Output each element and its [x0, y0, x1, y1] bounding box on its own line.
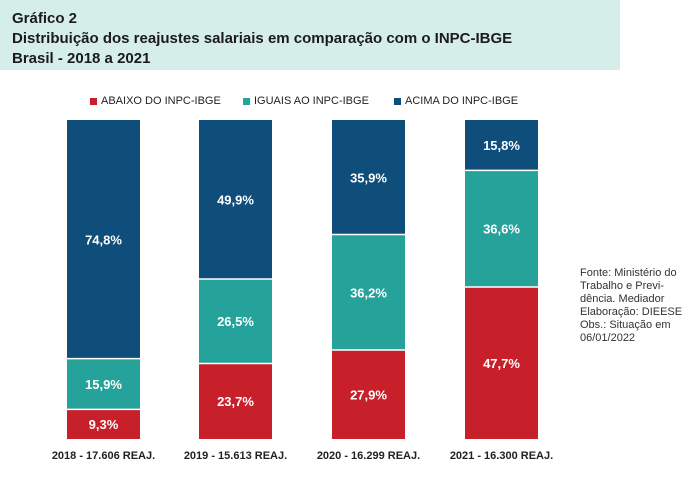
source-line: Fonte: Ministério do: [580, 267, 677, 279]
chart-number: Gráfico 2: [12, 10, 78, 27]
data-label-abaixo-3: 27,9%: [350, 387, 387, 402]
data-label-abaixo-1: 9,3%: [89, 417, 119, 432]
legend-label-iguais: IGUAIS AO INPC-IBGE: [254, 95, 369, 107]
bar-abaixo-4: [465, 286, 538, 439]
source-line: dência. Mediador: [580, 293, 665, 305]
source-line: Trabalho e Previ-: [580, 280, 664, 292]
bar-acima-3: [332, 120, 405, 235]
x-tick-label: 2019 - 15.613 REAJ.: [184, 450, 287, 462]
bar-iguais-2: [199, 279, 272, 364]
bar-iguais-4: [465, 170, 538, 287]
legend-label-acima: ACIMA DO INPC-IBGE: [405, 95, 519, 107]
bar-iguais-1: [67, 358, 140, 410]
bar-acima-1: [67, 120, 140, 359]
chart-subtitle: Brasil - 2018 a 2021: [12, 50, 151, 67]
x-tick-label: 2018 - 17.606 REAJ.: [52, 450, 155, 462]
chart-header: Gráfico 2 Distribuição dos reajustes sal…: [0, 0, 620, 70]
bar-abaixo-1: [67, 409, 140, 439]
data-label-abaixo-4: 47,7%: [483, 356, 520, 371]
bar-abaixo-3: [332, 349, 405, 439]
legend-item-iguais: IGUAIS AO INPC-IBGE: [243, 95, 369, 107]
bar-abaixo-2: [199, 363, 272, 439]
bar-iguais-3: [332, 234, 405, 350]
legend-swatch-iguais: [243, 97, 250, 105]
data-label-abaixo-2: 23,7%: [217, 394, 254, 409]
legend-item-acima: ACIMA DO INPC-IBGE: [394, 95, 518, 107]
legend-swatch-acima: [394, 97, 401, 105]
x-tick-label: 2021 - 16.300 REAJ.: [450, 450, 553, 462]
data-label-acima-3: 35,9%: [350, 170, 387, 185]
data-label-iguais-1: 15,9%: [85, 377, 122, 392]
legend-item-abaixo: ABAIXO DO INPC-IBGE: [90, 95, 221, 107]
bar-acima-2: [199, 120, 272, 280]
data-label-iguais-2: 26,5%: [217, 314, 254, 329]
data-label-iguais-3: 36,2%: [350, 285, 387, 300]
data-label-acima-1: 74,8%: [85, 232, 122, 247]
source-note: Fonte: Ministério do Trabalho e Previ- d…: [580, 267, 692, 345]
chart-title: Distribuição dos reajustes salariais em …: [12, 30, 513, 47]
source-line: 06/01/2022: [580, 332, 636, 344]
legend-swatch-abaixo: [90, 97, 97, 105]
chart-legend: ABAIXO DO INPC-IBGE IGUAIS AO INPC-IBGE …: [0, 95, 693, 111]
data-label-acima-4: 15,8%: [483, 138, 520, 153]
x-tick-label: 2020 - 16.299 REAJ.: [317, 450, 420, 462]
source-line: Obs.: Situação em: [580, 319, 671, 331]
bar-acima-4: [465, 120, 538, 171]
data-label-iguais-4: 36,6%: [483, 222, 520, 237]
legend-label-abaixo: ABAIXO DO INPC-IBGE: [101, 95, 221, 107]
source-line: Elaboração: DIEESE: [580, 306, 683, 318]
data-label-acima-2: 49,9%: [217, 193, 254, 208]
